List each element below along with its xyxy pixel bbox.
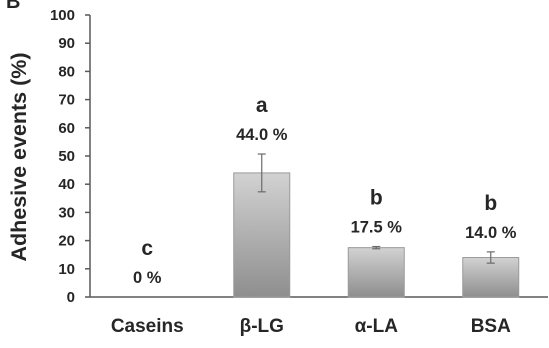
significance-letter: b bbox=[484, 192, 497, 215]
y-tick-label: 10 bbox=[58, 261, 75, 278]
x-category-label: α-LA bbox=[355, 316, 399, 337]
x-category-label: Caseins bbox=[111, 316, 184, 337]
x-category-label: β-LG bbox=[240, 316, 284, 337]
y-tick-label: 30 bbox=[58, 204, 75, 221]
y-tick-label: 100 bbox=[50, 7, 75, 24]
bar bbox=[462, 257, 520, 298]
bar bbox=[347, 247, 405, 298]
value-label: 44.0 % bbox=[236, 126, 288, 144]
significance-letter: b bbox=[370, 187, 383, 210]
y-tick-label: 50 bbox=[58, 148, 75, 165]
bar bbox=[233, 172, 291, 298]
value-label: 0 % bbox=[133, 269, 162, 287]
y-tick-label: 20 bbox=[58, 233, 75, 250]
panel-letter: B bbox=[6, 0, 20, 13]
y-tick-label: 80 bbox=[58, 63, 75, 80]
value-label: 17.5 % bbox=[351, 219, 403, 237]
y-tick-label: 0 bbox=[67, 289, 75, 306]
y-tick-label: 40 bbox=[58, 176, 75, 193]
y-axis-title: Adhesive events (%) bbox=[7, 52, 31, 261]
axes bbox=[89, 15, 548, 298]
significance-letter: a bbox=[256, 94, 268, 117]
y-tick-label: 60 bbox=[58, 120, 75, 137]
x-category-label: BSA bbox=[471, 316, 511, 337]
y-tick-label: 70 bbox=[58, 92, 75, 109]
value-label: 14.0 % bbox=[465, 224, 517, 242]
y-axis-ticks: 0 10 20 30 40 50 60 70 80 90 100 bbox=[50, 7, 90, 306]
bar-labels: 0 % c Caseins 44.0 % a β-LG 17.5 % b α-LA 14.0 % b… bbox=[111, 94, 517, 337]
bars bbox=[233, 153, 520, 298]
significance-letter: c bbox=[141, 237, 153, 260]
y-tick-label: 90 bbox=[58, 35, 75, 52]
